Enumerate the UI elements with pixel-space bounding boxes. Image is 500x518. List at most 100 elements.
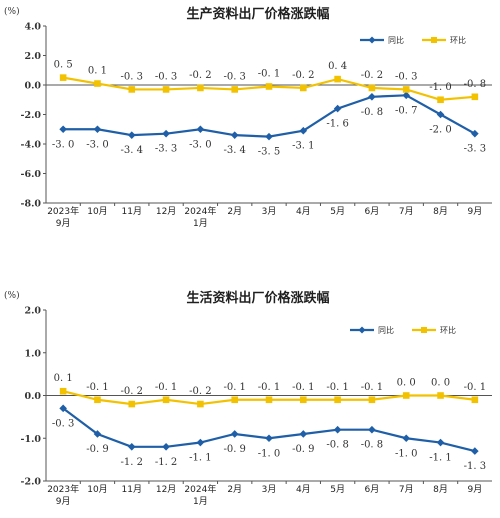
data-label-yoy: -3. 4 (223, 145, 245, 156)
y-tick-label: -6.0 (21, 169, 42, 180)
data-point-mom (334, 396, 341, 404)
data-point-mom (128, 400, 136, 408)
data-point-yoy (196, 125, 205, 134)
legend-label: 环比 (450, 35, 466, 45)
data-point-mom (231, 396, 238, 404)
legend-label: 同比 (388, 35, 404, 45)
data-point-yoy (127, 131, 136, 139)
data-label-mom: -0. 1 (155, 382, 177, 393)
x-tick-label: 4月 (296, 206, 311, 217)
data-point-mom (437, 96, 444, 104)
data-point-mom (197, 400, 204, 408)
data-point-yoy (162, 443, 170, 451)
data-label-mom: 0. 4 (328, 61, 347, 72)
data-label-yoy: -3. 3 (155, 144, 177, 155)
data-point-yoy (162, 129, 170, 138)
data-label-yoy: -0. 8 (326, 440, 348, 451)
data-label-mom: -0. 1 (223, 382, 245, 393)
x-tick-label: 8月 (433, 206, 448, 217)
data-label-yoy: -1. 3 (464, 461, 486, 472)
x-tick-label: 11月 (122, 484, 142, 495)
data-label-yoy: -1. 1 (189, 453, 211, 464)
x-tick-label: 4月 (296, 484, 311, 495)
data-label-yoy: -3. 0 (189, 139, 211, 150)
data-point-mom (402, 86, 410, 93)
data-label-mom: -1. 0 (429, 82, 451, 93)
data-label-mom: -0. 1 (464, 382, 486, 393)
data-point-mom (368, 84, 376, 92)
y-tick-label: -8.0 (21, 199, 42, 210)
x-tick-label: 2024年 1月 (184, 205, 216, 229)
data-label-yoy: -1. 0 (395, 448, 417, 459)
data-point-yoy (230, 430, 239, 438)
y-tick-label: 4.0 (24, 22, 41, 33)
y-unit-label: (%) (4, 6, 20, 17)
y-tick-label: -1.0 (21, 434, 42, 445)
y-tick-label: 0.0 (24, 391, 41, 402)
data-point-yoy (402, 434, 411, 443)
data-label-mom: -0. 3 (155, 71, 177, 82)
data-point-mom (300, 84, 307, 92)
x-tick-label: 3月 (262, 206, 277, 217)
legend-marker (421, 327, 427, 333)
data-label-yoy: -0. 9 (86, 444, 108, 455)
legend-label: 环比 (440, 325, 456, 335)
legend-label: 同比 (378, 325, 394, 335)
data-label-mom: -0. 1 (258, 68, 280, 79)
data-label-yoy: -0. 9 (292, 444, 314, 455)
x-tick-label: 6月 (365, 206, 380, 217)
data-label-yoy: -3. 0 (86, 139, 108, 150)
data-point-mom (300, 396, 307, 404)
chart-title: 生产资料出厂价格涨跌幅 (186, 6, 329, 22)
data-label-mom: -0. 3 (395, 71, 417, 82)
data-point-yoy (471, 129, 479, 138)
x-tick-label: 6月 (365, 484, 380, 495)
x-tick-label: 9月 (467, 484, 482, 495)
data-point-mom (437, 392, 444, 399)
data-label-mom: -0. 2 (121, 386, 143, 397)
data-point-mom (368, 396, 376, 404)
y-tick-label: 1.0 (24, 348, 41, 359)
data-label-mom: 0. 5 (54, 60, 73, 71)
data-point-yoy (436, 438, 445, 447)
data-label-mom: -0. 8 (464, 79, 486, 90)
data-label-mom: 0. 0 (397, 378, 416, 389)
data-label-yoy: -3. 3 (464, 144, 486, 155)
data-point-mom (128, 86, 136, 93)
x-tick-label: 12月 (156, 206, 176, 217)
legend-marker (358, 326, 366, 334)
data-label-mom: -0. 2 (189, 386, 211, 397)
data-point-mom (334, 75, 341, 83)
data-point-mom (265, 83, 273, 90)
x-tick-label: 2月 (227, 206, 242, 217)
data-label-mom: 0. 1 (54, 373, 73, 384)
data-point-yoy (59, 125, 67, 134)
x-tick-label: 10月 (87, 206, 107, 217)
data-point-yoy (299, 126, 308, 135)
data-label-yoy: -3. 5 (258, 147, 280, 158)
data-point-mom (94, 396, 101, 404)
data-label-mom: 0. 0 (431, 378, 450, 389)
data-point-yoy (368, 425, 376, 434)
y-tick-label: -2.0 (21, 110, 42, 121)
legend-marker (431, 37, 437, 43)
data-label-yoy: -1. 2 (121, 457, 143, 468)
y-unit-label: (%) (4, 290, 20, 301)
data-point-yoy (402, 91, 411, 100)
y-tick-label: 2.0 (24, 51, 41, 62)
data-point-yoy (265, 132, 273, 141)
data-label-mom: -0. 3 (223, 71, 245, 82)
x-tick-label: 2月 (227, 484, 242, 495)
x-tick-label: 7月 (399, 206, 414, 217)
x-tick-label: 11月 (122, 206, 142, 217)
data-point-yoy (333, 425, 342, 434)
data-label-yoy: -3. 0 (52, 139, 74, 150)
data-point-mom (59, 74, 67, 81)
chart-production-materials: 生产资料出厂价格涨跌幅 (%) 4.0 2.0 0.0 -2.0 -4.0 -6.0 -8.… (4, 6, 492, 229)
x-tick-label: 5月 (330, 484, 345, 495)
data-point-yoy (436, 110, 445, 119)
data-label-mom: 0. 1 (88, 66, 107, 77)
x-tick-label: 9月 (467, 206, 482, 217)
data-point-mom (402, 392, 410, 399)
data-label-mom: -0. 1 (86, 382, 108, 393)
